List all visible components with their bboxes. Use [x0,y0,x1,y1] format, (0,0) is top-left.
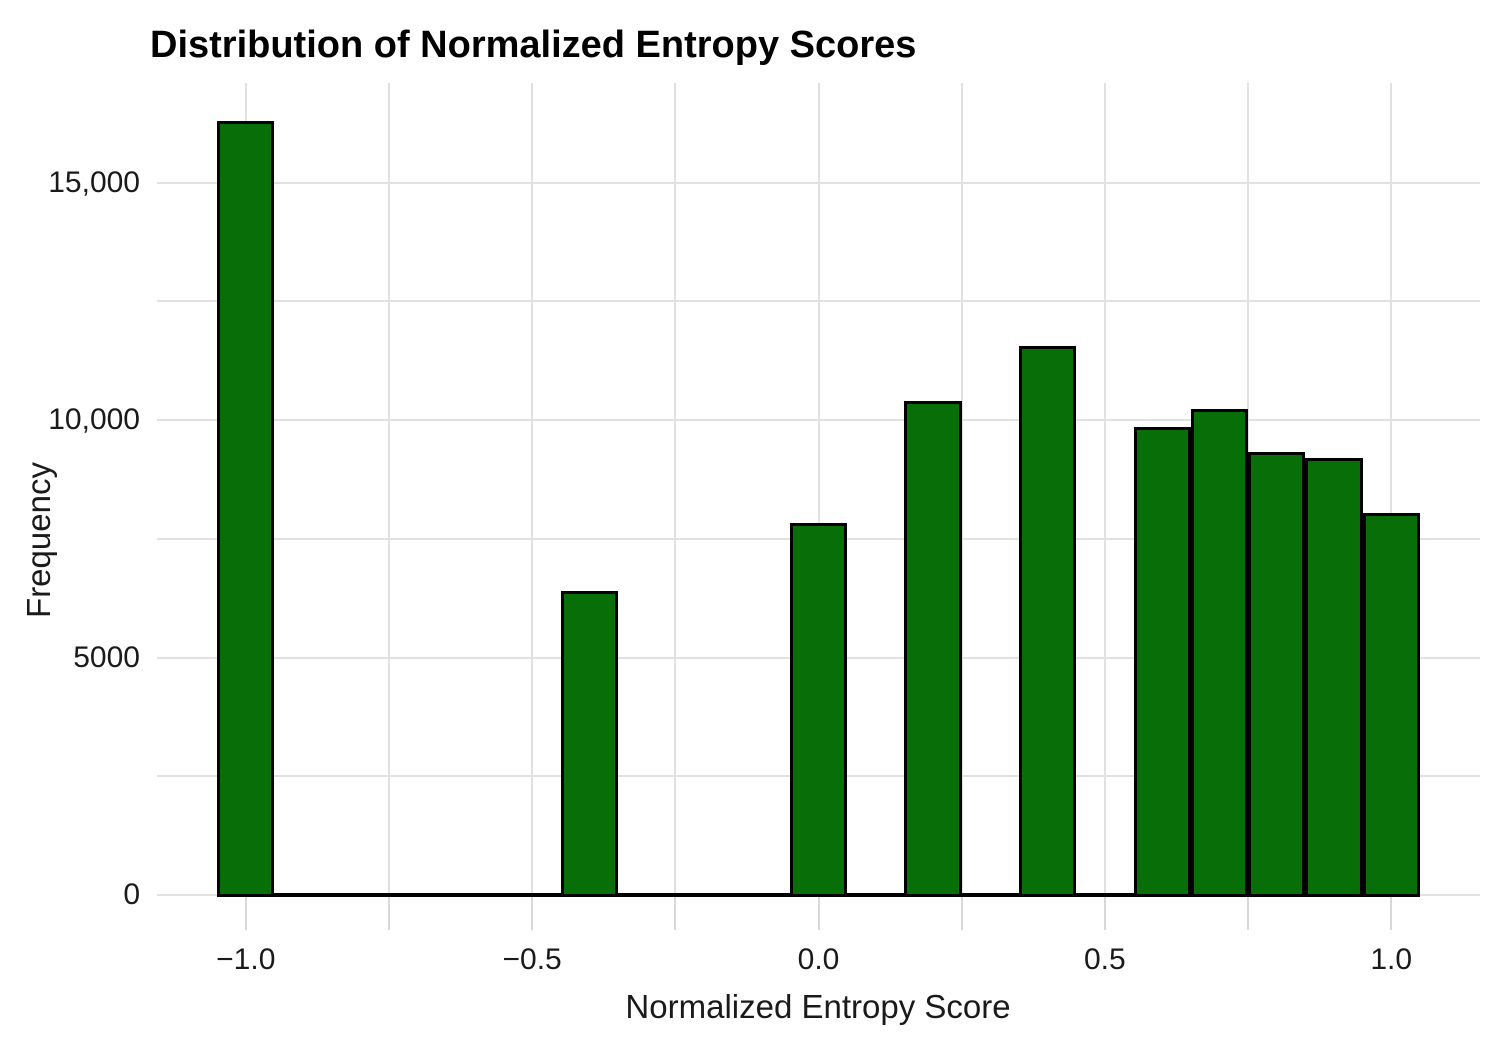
x-tick-mark [1103,897,1106,930]
y-tick-label: 15,000 [48,165,140,199]
x-tick-mark [817,897,820,930]
histogram-bar [1133,426,1191,897]
x-tick-mark [960,897,963,930]
histogram-bar [904,400,962,897]
x-gridline [674,83,677,895]
x-tick-label: 1.0 [1370,943,1413,976]
histogram-bar [1018,345,1077,897]
x-tick-mark [531,897,534,930]
x-axis-title: Normalized Entropy Score [625,988,1011,1025]
x-tick-mark [1247,897,1250,930]
x-gridline [531,83,534,895]
x-tick-label: 0.5 [1084,943,1126,976]
histogram-bar [1248,451,1306,897]
x-gridline [1103,83,1106,895]
x-tick-mark [674,897,677,930]
x-tick-label: −0.5 [502,943,562,976]
x-tick-mark [244,897,247,930]
x-tick-label: −1.0 [216,943,276,976]
histogram-bar [1305,457,1363,897]
y-tick-label: 5000 [73,640,140,674]
histogram-bar [1190,408,1249,897]
x-tick-label: 0.0 [797,943,840,976]
x-tick-mark [1390,897,1393,930]
histogram-bar [789,522,848,897]
x-gridline [817,83,820,895]
y-tick-label: 0 [123,878,140,911]
histogram-bar [560,591,619,897]
x-gridline [1390,83,1393,895]
x-gridline [387,83,390,895]
x-tick-mark [387,897,390,930]
histogram-bar [1362,512,1420,897]
y-tick-label: 10,000 [48,403,140,437]
chart-title: Distribution of Normalized Entropy Score… [150,24,917,66]
x-gridline [960,83,963,895]
histogram-bar [217,121,275,897]
